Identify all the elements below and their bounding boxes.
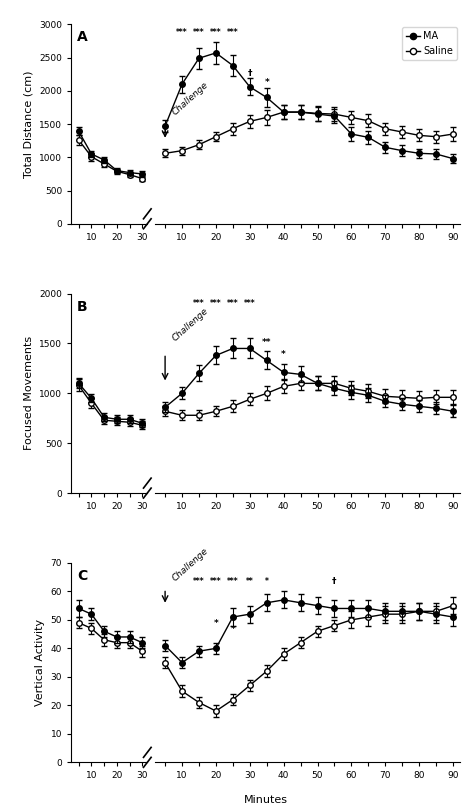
Text: **: ** — [246, 577, 254, 586]
Y-axis label: Focused Movements: Focused Movements — [24, 337, 34, 450]
Text: *: * — [213, 620, 219, 629]
Text: ***: *** — [210, 577, 222, 586]
Text: ***: *** — [227, 577, 238, 586]
Text: *: * — [264, 79, 269, 88]
Text: ***: *** — [227, 28, 238, 37]
Text: †: † — [349, 131, 354, 140]
Text: ***: *** — [244, 298, 255, 307]
Text: C: C — [77, 569, 87, 583]
Text: Challenge: Challenge — [170, 80, 210, 118]
Text: ***: *** — [176, 28, 188, 37]
Y-axis label: Vertical Activity: Vertical Activity — [35, 619, 45, 706]
Text: **: ** — [262, 338, 272, 347]
Text: B: B — [77, 299, 88, 314]
Text: ***: *** — [193, 577, 205, 586]
Text: Minutes: Minutes — [244, 795, 287, 805]
Text: ***: *** — [193, 28, 205, 37]
Text: *: * — [281, 350, 286, 359]
Text: ***: *** — [210, 28, 222, 37]
Text: *: * — [451, 156, 456, 165]
Text: Challenge: Challenge — [170, 307, 210, 344]
Text: †: † — [247, 68, 252, 78]
Text: *: * — [230, 625, 235, 634]
Text: ***: *** — [210, 298, 222, 307]
Text: †: † — [383, 143, 388, 152]
Text: ***: *** — [227, 298, 238, 307]
Legend: MA, Saline: MA, Saline — [401, 28, 457, 60]
Text: *: * — [417, 149, 421, 158]
Text: ***: *** — [193, 298, 205, 307]
Text: Challenge: Challenge — [170, 546, 210, 583]
Text: *: * — [265, 577, 269, 586]
Text: A: A — [77, 30, 88, 45]
Text: †: † — [332, 577, 337, 586]
Text: †: † — [451, 410, 455, 419]
Y-axis label: Total Distance (cm): Total Distance (cm) — [24, 71, 34, 178]
